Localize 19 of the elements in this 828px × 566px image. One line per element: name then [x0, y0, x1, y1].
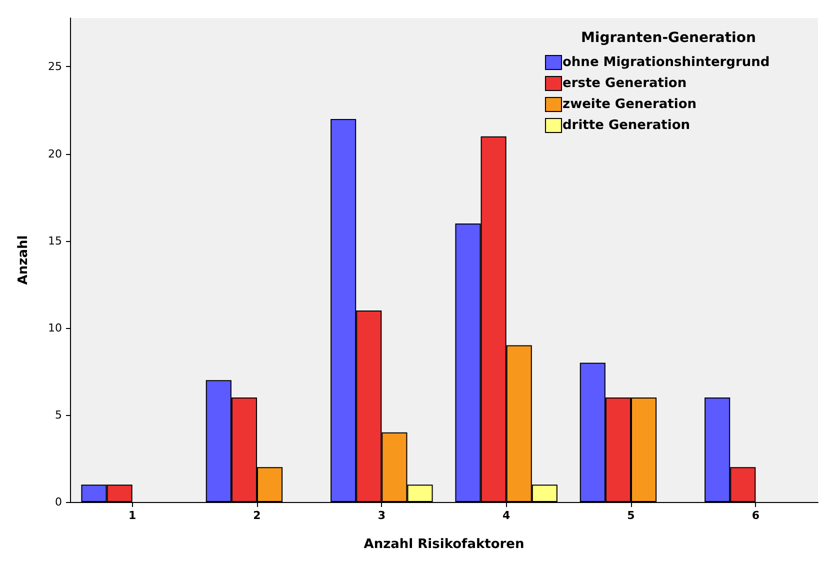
legend-label: erste Generation [562, 76, 687, 91]
legend-label: ohne Migrationshintergrund [562, 55, 770, 70]
y-axis-title: Anzahl [16, 235, 31, 285]
legend-title: Migranten-Generation [581, 30, 756, 46]
x-tick-label: 5 [627, 509, 635, 522]
x-tick-label: 1 [128, 509, 136, 522]
legend-label: dritte Generation [562, 118, 690, 133]
legend-label: zweite Generation [562, 97, 697, 112]
x-tick-label: 3 [378, 509, 386, 522]
y-tick-label: 15 [48, 234, 62, 248]
x-tick-label: 6 [752, 509, 760, 522]
y-tick-label: 25 [48, 60, 62, 74]
y-tick-label: 5 [55, 408, 62, 422]
y-tick-label: 20 [48, 147, 62, 160]
x-axis-title: Anzahl Risikofaktoren [364, 537, 524, 552]
x-tick-label: 2 [253, 509, 261, 522]
y-tick-label: 10 [48, 321, 62, 334]
x-tick-label: 4 [502, 509, 511, 522]
y-tick-label: 0 [55, 496, 62, 508]
